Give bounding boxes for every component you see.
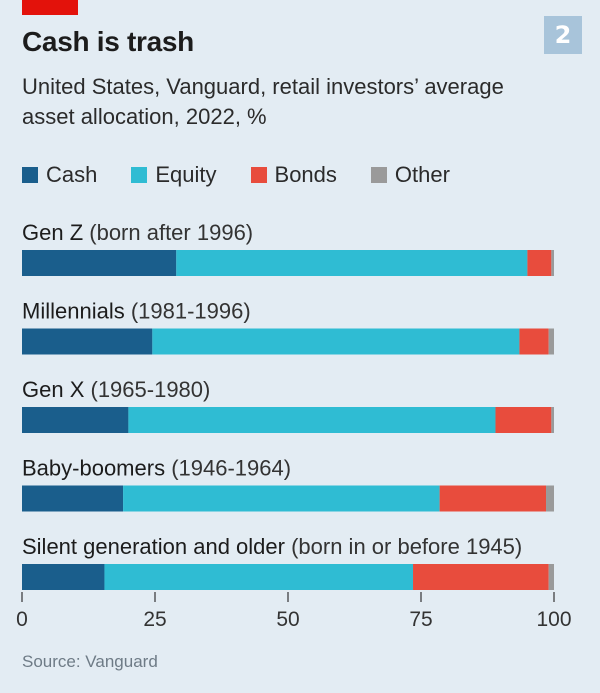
source-note: Source: Vanguard — [22, 652, 158, 671]
bar-silent-generation-and-older-other — [548, 564, 554, 590]
legend-label-cash: Cash — [46, 162, 98, 187]
legend-swatch-bonds — [250, 167, 267, 183]
category-label-gen-z: Gen Z (born after 1996) — [22, 220, 253, 245]
chart-title: Cash is trash — [22, 26, 194, 57]
bar-gen-x-other — [551, 407, 554, 433]
bar-gen-x-cash — [22, 407, 129, 433]
category-label-silent-generation-and-older: Silent generation and older (born in or … — [22, 534, 522, 559]
chart-subtitle: United States, Vanguard, retail investor… — [22, 74, 504, 129]
legend-item-bonds: Bonds — [250, 162, 337, 188]
bar-gen-z-bonds — [527, 250, 552, 276]
category-label-gen-x: Gen X (1965-1980) — [22, 377, 210, 402]
category-label-millennials: Millennials (1981-1996) — [22, 299, 251, 324]
legend-item-equity: Equity — [131, 162, 217, 188]
x-tick-label-50: 50 — [276, 608, 299, 631]
bar-baby-boomers-bonds — [439, 485, 547, 512]
legend-label-bonds: Bonds — [274, 162, 337, 187]
bar-millennials-equity — [152, 328, 520, 355]
bar-gen-x-bonds — [495, 407, 552, 433]
legend-swatch-other — [370, 167, 387, 183]
bar-baby-boomers-equity — [123, 485, 440, 512]
legend-swatch-equity — [131, 167, 148, 183]
x-tick-label-0: 0 — [16, 608, 28, 631]
legend-item-other: Other — [370, 162, 450, 188]
chart-number-badge: 2 — [544, 16, 582, 54]
legend-item-cash: Cash — [22, 162, 97, 188]
bar-silent-generation-and-older-bonds — [413, 564, 549, 590]
bar-millennials-other — [548, 328, 554, 355]
bar-millennials-bonds — [519, 328, 549, 355]
x-tick-label-25: 25 — [143, 608, 166, 631]
bar-gen-x-equity — [128, 407, 496, 433]
bar-baby-boomers-cash — [22, 485, 124, 512]
x-tick-label-75: 75 — [409, 608, 432, 631]
bar-silent-generation-and-older-equity — [104, 564, 414, 590]
bar-gen-z-cash — [22, 250, 177, 276]
bar-millennials-cash — [22, 328, 153, 355]
bar-baby-boomers-other — [546, 485, 554, 512]
legend-label-equity: Equity — [155, 162, 217, 187]
category-label-baby-boomers: Baby-boomers (1946-1964) — [22, 456, 291, 481]
bar-gen-z-equity — [176, 250, 528, 276]
bar-silent-generation-and-older-cash — [22, 564, 105, 590]
x-tick-label-100: 100 — [536, 608, 571, 631]
chart-legend: Cash Equity Bonds Other — [22, 162, 484, 188]
legend-label-other: Other — [394, 162, 450, 187]
brand-red-tag — [22, 0, 78, 15]
stacked-bar-chart: Gen Z (born after 1996) Millennials (1981… — [16, 220, 571, 631]
legend-swatch-cash — [22, 167, 38, 183]
bar-gen-z-other — [551, 250, 554, 276]
